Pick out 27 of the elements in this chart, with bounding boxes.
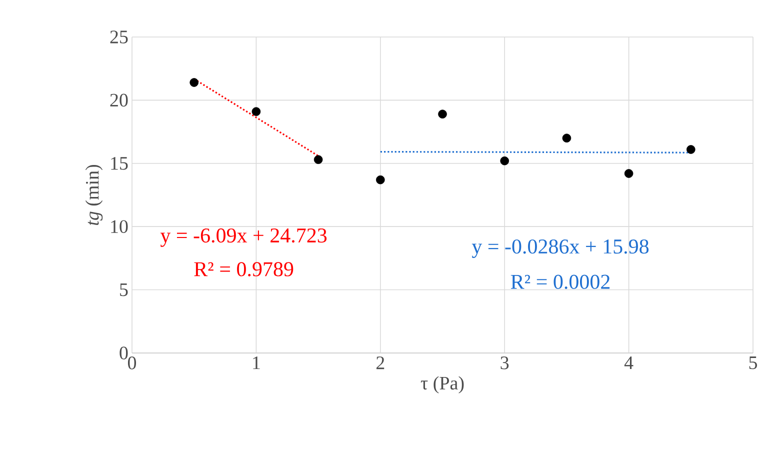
point xyxy=(314,155,323,164)
y-tick-label: 0 xyxy=(120,346,128,360)
point xyxy=(624,169,634,178)
x-tick-label: 5 xyxy=(749,356,757,370)
point xyxy=(376,175,385,184)
point xyxy=(562,134,572,143)
y-tick-label: 10 xyxy=(111,220,128,233)
x-axis-title: τ (Pa) xyxy=(420,376,464,394)
annotation: y = -6.09x + 24.723 xyxy=(160,228,327,247)
x-tick-label: 1 xyxy=(253,356,260,370)
y-axis-title: tg (min) xyxy=(85,164,103,226)
point xyxy=(438,110,447,118)
x-tick-label: 3 xyxy=(500,356,509,370)
y-tick-label: 20 xyxy=(110,94,128,107)
x-tick-label: 2 xyxy=(376,356,384,370)
annotation: R² = 0.9789 xyxy=(194,262,294,276)
annotation: y = -0.0286x + 15.98 xyxy=(472,239,649,258)
point xyxy=(686,145,696,154)
annotation: R² = 0.0002 xyxy=(510,274,610,290)
x-tick-label: 4 xyxy=(624,356,634,370)
point xyxy=(252,107,261,116)
y-tick-label: 25 xyxy=(110,30,128,44)
point xyxy=(190,78,199,87)
point xyxy=(500,156,509,166)
y-tick-label: 5 xyxy=(120,283,128,296)
y-tick-label: 15 xyxy=(111,157,128,170)
x-tick-label: 0 xyxy=(128,356,136,370)
